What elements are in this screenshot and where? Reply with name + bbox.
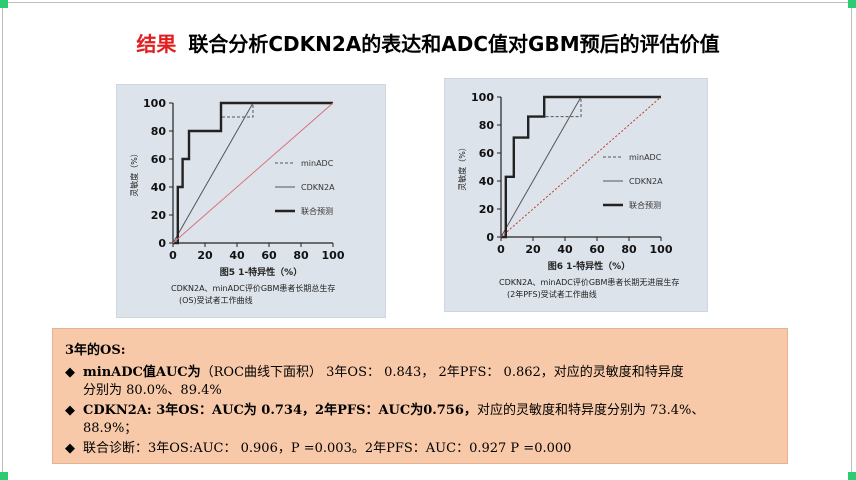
legend-label: 联合预测 [629,200,661,210]
roc-chart-pfs-svg: 0 20 40 60 80 100 0 20 40 60 80 100 图6 1-特异性（%） 灵敏度（%… [457,91,679,299]
y-tick-label: 80 [479,119,495,132]
summary-item-cdkn2a: ◆ CDKN2A: 3年OS：AUC为 0.734，2年PFS：AUC为0.75… [65,402,775,438]
figure-caption-line1: CDKN2A、minADC评价GBM患者长期无进展生存 [499,277,679,287]
y-tick-label: 20 [479,203,495,216]
series-line-bold [173,101,333,245]
summary-item-combined: ◆ 联合诊断：3年OS:AUC： 0.906，P =0.003。2年PFS：AU… [65,440,775,458]
corner-handle-tl[interactable] [0,0,8,8]
right-frame-line [851,0,852,480]
series-line-bold [501,95,661,239]
summary-panel: 3年的OS: ◆ minADC值AUC为（ROC曲线下面积） 3年OS： 0.8… [52,328,788,464]
item-line2: 分别为 80.0%、89.4% [83,383,222,398]
legend-label: minADC [629,153,662,162]
x-tick-label: 60 [261,249,277,262]
left-frame-line [2,0,3,480]
summary-heading: 3年的OS: [65,343,126,358]
diamond-bullet-icon: ◆ [65,403,75,418]
y-tick-label: 100 [143,97,166,110]
x-tick-label: 80 [293,249,309,262]
y-tick-label: 100 [471,91,494,104]
roc-chart-pfs: 0 20 40 60 80 100 0 20 40 60 80 100 图6 1-特异性（%） 灵敏度（%… [444,78,708,312]
x-tick-label: 40 [229,249,245,262]
x-tick-label: 100 [650,243,673,256]
legend-label: CDKN2A [629,177,663,186]
y-tick-label: 60 [151,153,167,166]
legend-label: minADC [301,159,334,168]
title-text: 联合分析CDKN2A的表达和ADC值对GBM预后的评估价值 [188,32,720,56]
item-rest: （ROC曲线下面积） 3年OS： 0.843， 2年PFS： 0.862，对应的… [200,365,684,380]
y-tick-label: 0 [158,237,166,250]
corner-handle-tr[interactable] [848,0,856,8]
corner-handle-br[interactable] [848,472,856,480]
x-tick-label: 20 [197,249,213,262]
item-lead: 联合诊断：3年OS:AUC： 0.906，P =0.003。2年PFS：AUC：… [83,441,572,456]
series-line-reference [172,102,334,244]
item-lead: minADC值AUC为 [83,365,201,380]
y-axis-label: 灵敏度（%） [457,143,467,191]
diamond-bullet-icon: ◆ [65,441,75,456]
series-line-reference [500,96,662,238]
item-line2: 88.9%； [83,421,138,436]
figure-caption-line2: (OS)受试者工作曲线 [179,295,253,305]
item-lead: CDKN2A: 3年OS：AUC为 0.734，2年PFS：AUC为0.756， [83,403,477,418]
summary-item-minadc: ◆ minADC值AUC为（ROC曲线下面积） 3年OS： 0.843， 2年P… [65,364,775,400]
top-frame-line [0,2,856,3]
y-tick-label: 40 [479,175,495,188]
y-tick-label: 80 [151,125,167,138]
corner-handle-bl[interactable] [0,472,8,480]
x-tick-label: 0 [497,243,505,256]
y-tick-label: 20 [151,209,167,222]
diamond-bullet-icon: ◆ [65,365,75,380]
x-tick-label: 40 [557,243,573,256]
roc-chart-os: 0 20 40 60 80 100 0 20 40 60 80 100 图5 1-特异性（%） 灵敏度（%… [116,84,386,318]
item-rest: 对应的灵敏度和特异度分别为 73.4%、 [476,403,705,418]
y-tick-label: 60 [479,147,495,160]
figure-caption-line2: (2年PFS)受试者工作曲线 [507,289,597,299]
x-tick-label: 20 [525,243,541,256]
legend-label: 联合预测 [301,206,333,216]
roc-chart-os-svg: 0 20 40 60 80 100 0 20 40 60 80 100 图5 1-特异性（%） 灵敏度（%… [129,97,345,305]
x-tick-label: 60 [589,243,605,256]
x-tick-label: 0 [169,249,177,262]
y-axis-label: 灵敏度（%） [129,149,139,197]
x-tick-label: 80 [621,243,637,256]
x-axis-label: 图5 1-特异性（%） [220,266,302,278]
y-tick-label: 40 [151,181,167,194]
y-tick-label: 0 [486,231,494,244]
x-axis-label: 图6 1-特异性（%） [548,260,630,272]
figure-caption-line1: CDKN2A、minADC评价GBM患者长期总生存 [171,283,335,293]
x-tick-label: 100 [322,249,345,262]
title-highlight: 结果 [136,32,177,56]
slide-title: 结果 联合分析CDKN2A的表达和ADC值对GBM预后的评估价值 [0,28,856,57]
legend-label: CDKN2A [301,183,335,192]
